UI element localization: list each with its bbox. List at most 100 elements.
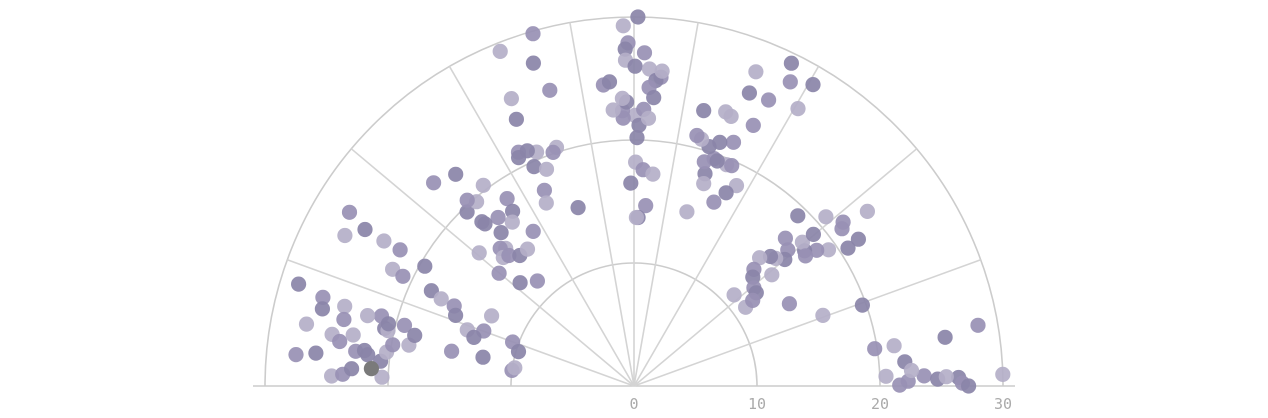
- data-point: [492, 43, 508, 60]
- data-point: [291, 276, 307, 292]
- data-point: [636, 45, 653, 61]
- data-point: [525, 223, 541, 239]
- data-point: [332, 333, 348, 350]
- data-point: [510, 344, 527, 360]
- data-point: [696, 103, 712, 119]
- data-point: [614, 90, 631, 106]
- tick-labels: 0 10 20 30: [629, 395, 1012, 413]
- data-point: [777, 230, 794, 246]
- data-point: [805, 226, 822, 242]
- data-point: [344, 361, 360, 377]
- data-point: [752, 250, 768, 266]
- data-point: [426, 175, 442, 191]
- tick-label: 10: [748, 395, 766, 413]
- data-point: [315, 289, 331, 305]
- data-point: [459, 204, 475, 220]
- data-point: [538, 161, 555, 177]
- data-point: [337, 227, 353, 244]
- spoke-80: [633, 22, 699, 387]
- data-point: [615, 18, 631, 34]
- spoke-40: [633, 148, 918, 387]
- data-point: [490, 209, 506, 226]
- data-point: [357, 221, 373, 238]
- data-point: [892, 377, 908, 393]
- data-point: [970, 317, 986, 333]
- data-point: [696, 176, 712, 192]
- data-point: [374, 369, 390, 385]
- data-point: [916, 368, 932, 384]
- data-point: [638, 198, 654, 214]
- data-point: [961, 378, 977, 394]
- data-point: [345, 327, 361, 343]
- data-point: [471, 245, 487, 261]
- data-point: [745, 117, 761, 133]
- data-point: [512, 275, 528, 291]
- data-point: [484, 308, 500, 324]
- data-point: [781, 296, 798, 312]
- data-point: [360, 308, 376, 324]
- data-point: [542, 82, 558, 98]
- data-point: [519, 241, 536, 257]
- data-point: [475, 349, 491, 365]
- data-point: [725, 134, 742, 150]
- data-point: [835, 214, 851, 230]
- tick-label: 0: [629, 395, 638, 413]
- data-point: [444, 343, 460, 359]
- data-point: [696, 154, 712, 170]
- data-point: [646, 90, 662, 106]
- data-point: [718, 104, 734, 120]
- data-point: [605, 102, 621, 118]
- spoke-160: [286, 259, 635, 387]
- data-point: [840, 240, 856, 256]
- spoke-120: [448, 66, 635, 387]
- data-point: [630, 9, 646, 25]
- data-point: [645, 166, 661, 182]
- data-point: [859, 203, 876, 219]
- data-point: [538, 195, 554, 211]
- data-point: [525, 55, 542, 71]
- tick-label: 20: [871, 395, 889, 413]
- spoke-60: [633, 66, 820, 387]
- data-point: [508, 111, 524, 127]
- data-point: [748, 64, 764, 80]
- data-point: [336, 311, 352, 328]
- data-point: [493, 225, 509, 241]
- data-point: [627, 58, 643, 74]
- data-point: [288, 347, 304, 363]
- spoke-140: [350, 148, 635, 387]
- data-point: [503, 91, 519, 107]
- data-point: [679, 204, 695, 220]
- data-point: [623, 175, 639, 191]
- points-layer: [288, 9, 1011, 394]
- highlighted-point: [363, 361, 379, 377]
- data-point: [995, 366, 1011, 382]
- data-point: [689, 127, 705, 144]
- data-point: [448, 166, 464, 182]
- data-point: [782, 74, 798, 90]
- data-point: [475, 177, 491, 193]
- data-point: [337, 298, 353, 314]
- data-point: [815, 307, 831, 323]
- data-point: [529, 273, 546, 289]
- data-point: [474, 214, 490, 230]
- data-point: [809, 242, 825, 258]
- data-point: [741, 85, 758, 101]
- data-point: [706, 194, 722, 210]
- data-point: [794, 234, 811, 250]
- spoke-100: [569, 22, 635, 387]
- data-point: [491, 265, 507, 281]
- data-point: [850, 231, 867, 247]
- data-point: [709, 153, 725, 169]
- data-point: [392, 242, 408, 258]
- data-point: [507, 360, 523, 376]
- data-point: [783, 55, 800, 71]
- data-point: [501, 247, 517, 264]
- data-point: [641, 61, 658, 77]
- data-point: [805, 77, 821, 93]
- data-point: [526, 159, 542, 175]
- data-point: [726, 287, 742, 303]
- data-point: [298, 316, 315, 332]
- data-point: [314, 301, 330, 317]
- data-point: [380, 316, 396, 332]
